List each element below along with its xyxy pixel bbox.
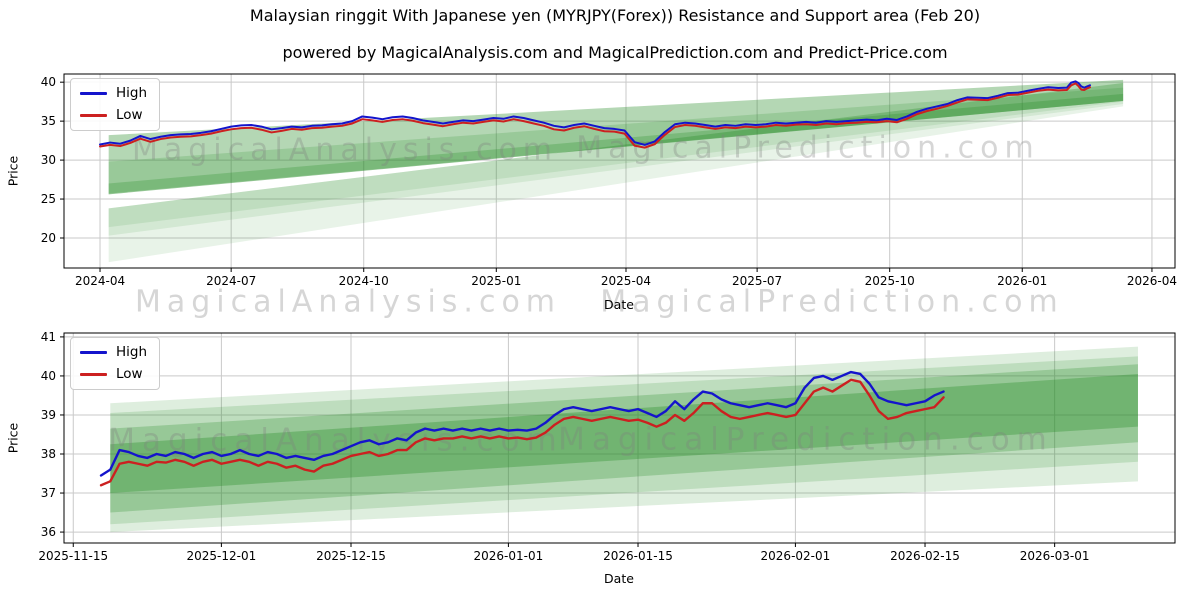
x-tick-label: 2025-07 [732,274,782,288]
x-tick-label: 2026-01-15 [603,549,673,563]
x-axis-label-date-bottom: Date [604,571,634,586]
low-line-sample [80,113,107,117]
recent-detail-chart: MagicalAnalysis.comMagicalPrediction.com… [38,330,1176,563]
legend-label-high: High [116,344,148,360]
legend-label-high: High [116,85,148,101]
y-axis-label-price-bottom: Price [5,422,21,454]
y-tick-label: 20 [41,231,56,245]
gridlines [64,74,1175,268]
high-price-line [99,370,945,477]
legend-entry-high: High [80,344,148,360]
x-tick-label: 2026-01 [997,274,1047,288]
y-axis-label-price-top: Price [5,155,21,187]
legend-label-low: Low [116,365,143,382]
legend-top-chart: High Low [70,78,161,131]
legend-bottom-chart: High Low [70,337,161,390]
high-line-sample [80,351,107,355]
x-tick-label: 2024-07 [206,274,256,288]
y-tick-label: 40 [41,369,56,383]
figure-title: Malaysian ringgit With Japanese yen (MYR… [249,6,981,25]
watermark-analysis: MagicalAnalysis.com [135,285,561,320]
figure-subtitle: powered by MagicalAnalysis.com and Magic… [282,43,948,62]
y-tick-label: 40 [41,75,56,89]
watermark-prediction: MagicalPrediction.com [600,285,1064,320]
x-tick-label: 2025-12-15 [316,549,386,563]
tick-labels: 2025-11-15 2025-12-01 2025-12-15 2026-01-01… [38,330,1089,563]
x-tick-label: 2026-01-01 [474,549,544,563]
band-polygon [110,364,1138,513]
x-tick-label: 2025-04 [601,274,651,288]
y-tick-label: 35 [41,114,56,128]
watermark-analysis: MagicalAnalysis.com [132,133,558,168]
high-price-line [99,80,1091,146]
axes-frame [63,73,1176,269]
x-tick-label: 2025-12-01 [187,549,257,563]
x-tick-label: 2024-10 [339,274,389,288]
watermark-prediction: MagicalPrediction.com [558,422,1054,458]
tick-labels: 2024-04 2024-07 2024-10 2025-01 2025-04 2025-… [41,75,1177,288]
band-polygon [110,346,1138,533]
band-polygon [110,373,1138,494]
band-polygon [108,82,1124,263]
axes-frame [63,332,1176,544]
low-price-line [99,82,1091,149]
watermark-prediction: MagicalPrediction.com [576,131,1040,166]
x-tick-label: 2025-10 [865,274,915,288]
x-tick-label: 2026-02-15 [890,549,960,563]
x-tick-label: 2025-01 [471,274,521,288]
high-line-sample [80,92,107,96]
x-tick-label: 2026-04 [1127,274,1177,288]
support-resistance-bands [108,79,1124,263]
legend-entry-low: Low [80,106,147,123]
legend-label-low: Low [116,106,143,123]
legend-entry-high: High [80,85,148,101]
x-axis-label-date-top: Date [604,297,634,312]
low-price-line [99,378,945,487]
band-polygon [108,79,1124,195]
y-tick-label: 38 [41,447,56,461]
y-tick-label: 36 [41,525,56,539]
y-tick-label: 25 [41,192,56,206]
y-tick-label: 39 [41,408,56,422]
low-line-sample [80,372,107,376]
band-polygon [108,87,1124,195]
x-tick-label: 2025-11-15 [38,549,108,563]
y-tick-label: 41 [41,330,56,344]
y-tick-label: 37 [41,486,56,500]
y-tick-label: 30 [41,153,56,167]
x-tick-label: 2024-04 [75,274,125,288]
full-history-chart: MagicalAnalysis.com MagicalPrediction.com… [41,73,1177,320]
x-tick-label: 2026-02-01 [761,549,831,563]
x-tick-label: 2026-03-01 [1020,549,1090,563]
legend-entry-low: Low [80,365,147,382]
